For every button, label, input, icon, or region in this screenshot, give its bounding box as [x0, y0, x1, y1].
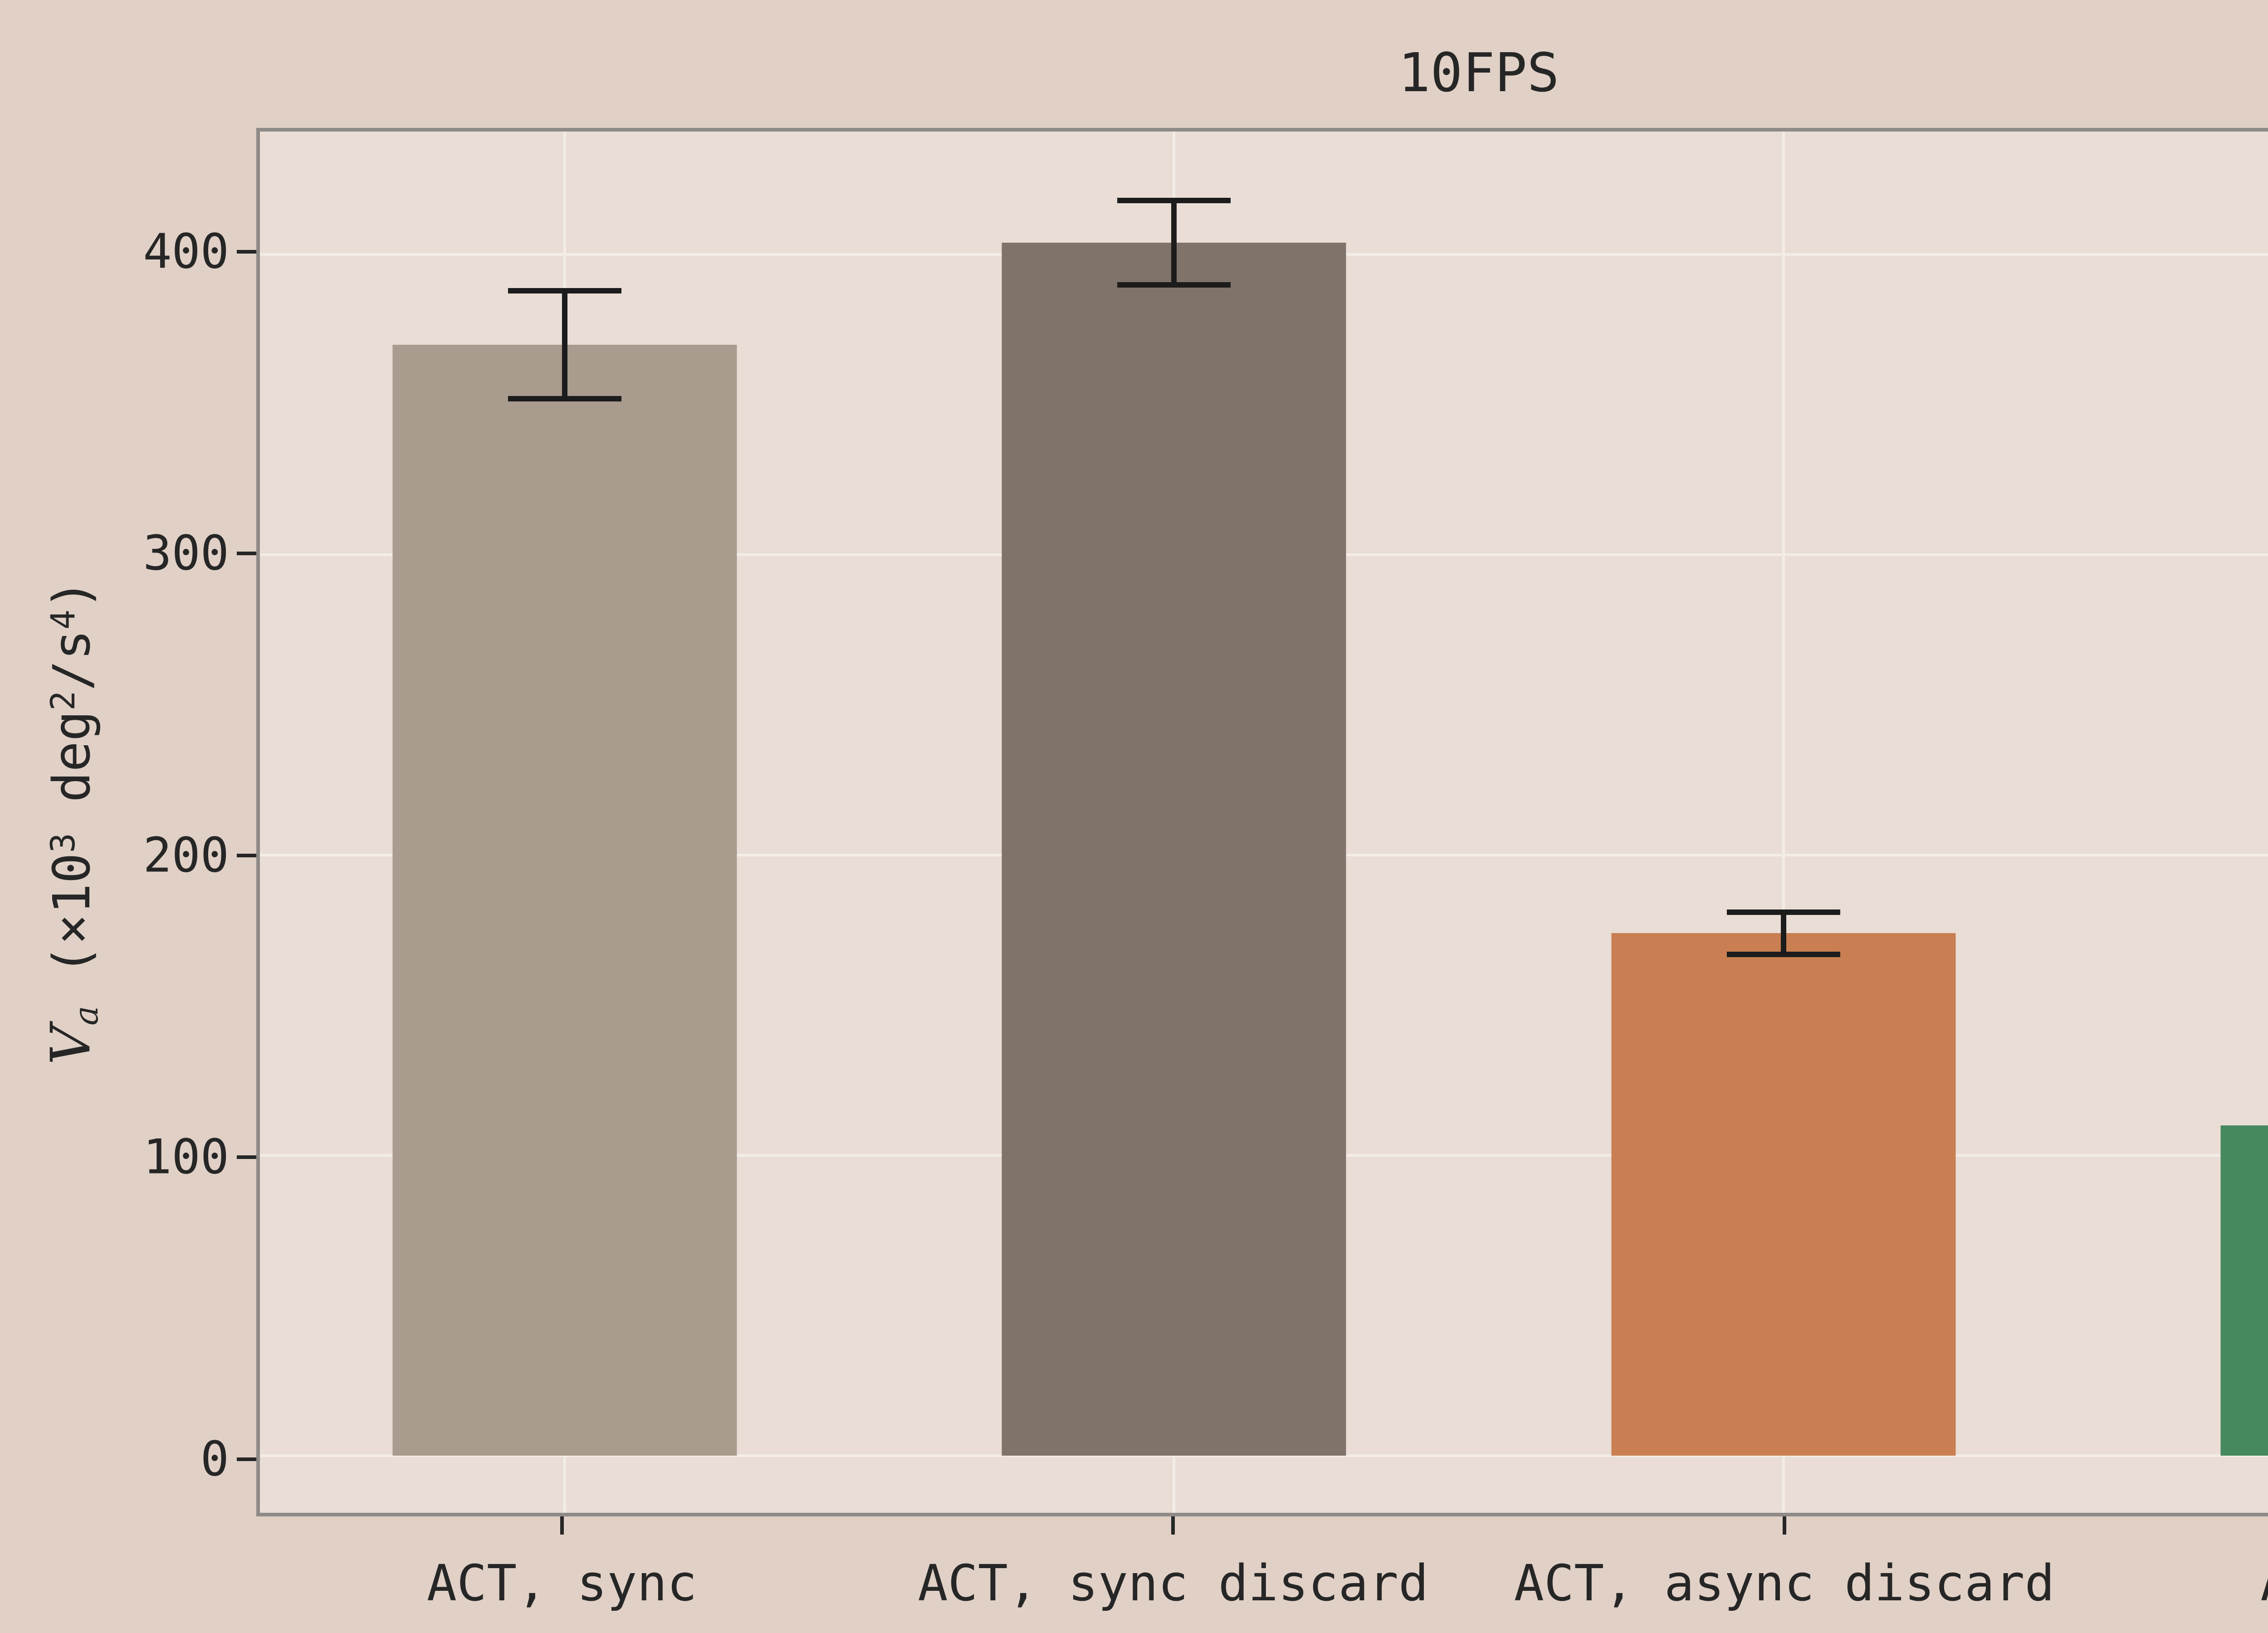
error-bar-2: [1780, 912, 1786, 954]
x-tick-labels: ACT, sync ACT, sync discard ACT, async dis…: [256, 1549, 2268, 1626]
x-tick-mark-2: [1782, 1516, 1786, 1535]
y-tick-label-400: 400: [143, 224, 229, 279]
x-tick-label-1: ACT, sync discard: [918, 1554, 1429, 1612]
bar-act-sync-discard: [1002, 242, 1346, 1456]
x-tick-label-2: ACT, async discard: [1514, 1554, 2055, 1612]
error-cap-bottom-1: [1117, 282, 1231, 288]
gridline-v-2: [1782, 132, 1785, 1513]
y-tick-label-0: 0: [200, 1431, 229, 1487]
y-tick-label-300: 300: [143, 525, 229, 581]
y-tick-label-100: 100: [143, 1129, 229, 1185]
error-cap-bottom-0: [508, 396, 621, 402]
bar-act-async-discard: [1611, 933, 1956, 1456]
y-tick-mark-0: [237, 1457, 256, 1461]
y-tick-labels: 0 100 200 300 400: [0, 128, 229, 1516]
y-tick-mark-300: [237, 552, 256, 556]
x-tick-mark-0: [560, 1516, 564, 1535]
y-tick-mark-400: [237, 249, 256, 254]
bar-act-sync: [392, 345, 737, 1456]
chart-title: 10FPS: [1398, 41, 1559, 104]
bar-actsmooth: [2220, 1125, 2268, 1456]
error-cap-top-2: [1726, 909, 1840, 915]
y-tick-mark-200: [237, 853, 256, 857]
y-tick-marks: [237, 128, 256, 1516]
error-cap-top-1: [1117, 198, 1231, 204]
error-bar-0: [562, 290, 567, 399]
y-tick-mark-100: [237, 1155, 256, 1159]
error-cap-bottom-2: [1726, 951, 1840, 957]
x-tick-label-0: ACT, sync: [426, 1554, 697, 1612]
y-tick-label-200: 200: [143, 827, 229, 883]
x-tick-label-3: ACTSmooth: [2260, 1549, 2268, 1617]
plot-area: [256, 128, 2268, 1516]
error-bar-1: [1171, 200, 1177, 285]
x-tick-marks: [256, 1516, 2268, 1535]
error-cap-top-0: [508, 288, 621, 293]
x-tick-mark-1: [1171, 1516, 1175, 1535]
